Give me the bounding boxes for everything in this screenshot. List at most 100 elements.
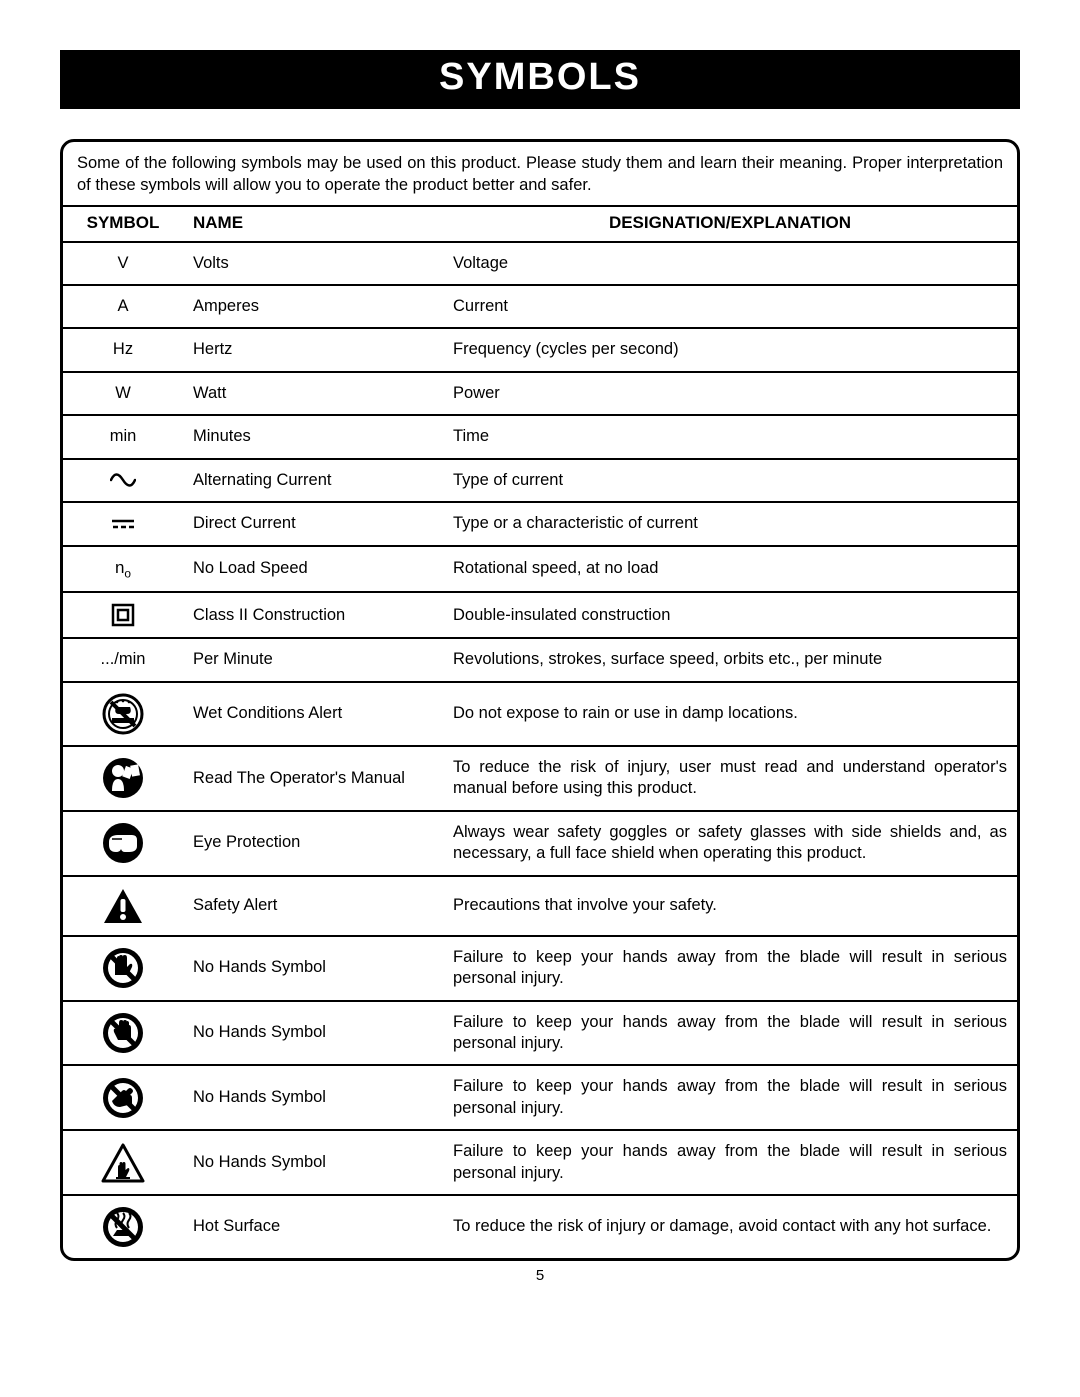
symbol-cell: [63, 682, 183, 746]
read-manual-icon: [102, 769, 144, 787]
symbol-cell: min: [63, 415, 183, 458]
table-row: Hz HertzFrequency (cycles per second): [63, 328, 1017, 371]
table-row: Hot SurfaceTo reduce the risk of injury …: [63, 1195, 1017, 1258]
name-cell: Watt: [183, 372, 443, 415]
explanation-cell: Failure to keep your hands away from the…: [443, 1065, 1017, 1130]
name-cell: Volts: [183, 242, 443, 285]
table-row: no No Load SpeedRotational speed, at no …: [63, 546, 1017, 593]
explanation-cell: To reduce the risk of injury, user must …: [443, 746, 1017, 811]
explanation-cell: Revolutions, strokes, surface speed, orb…: [443, 638, 1017, 681]
table-row: Read The Operator's ManualTo reduce the …: [63, 746, 1017, 811]
intro-text: Some of the following symbols may be use…: [63, 142, 1017, 205]
explanation-cell: Type of current: [443, 459, 1017, 502]
symbol-cell: [63, 592, 183, 638]
table-row: V VoltsVoltage: [63, 242, 1017, 285]
table-row: Safety AlertPrecautions that involve you…: [63, 876, 1017, 936]
symbols-table: SYMBOL NAME DESIGNATION/EXPLANATION V Vol…: [63, 205, 1017, 1259]
page-title: SYMBOLS: [60, 50, 1020, 109]
explanation-cell: Current: [443, 285, 1017, 328]
table-row: Alternating CurrentType of current: [63, 459, 1017, 502]
wet-alert-icon: [102, 704, 144, 722]
symbol-text: Hz: [113, 340, 133, 358]
table-row: A AmperesCurrent: [63, 285, 1017, 328]
name-cell: Hot Surface: [183, 1195, 443, 1258]
explanation-cell: Precautions that involve your safety.: [443, 876, 1017, 936]
name-cell: Class II Construction: [183, 592, 443, 638]
name-cell: Direct Current: [183, 502, 443, 545]
explanation-cell: Failure to keep your hands away from the…: [443, 936, 1017, 1001]
symbol-cell: V: [63, 242, 183, 285]
explanation-cell: Voltage: [443, 242, 1017, 285]
name-cell: Amperes: [183, 285, 443, 328]
symbol-cell: no: [63, 546, 183, 593]
explanation-cell: Time: [443, 415, 1017, 458]
explanation-cell: To reduce the risk of injury or damage, …: [443, 1195, 1017, 1258]
table-row: .../min Per MinuteRevolutions, strokes, s…: [63, 638, 1017, 681]
symbol-cell: [63, 1130, 183, 1195]
symbol-cell: [63, 936, 183, 1001]
no-hands-triangle-icon: [101, 1153, 145, 1171]
name-cell: Eye Protection: [183, 811, 443, 876]
dc-icon: [110, 514, 136, 532]
explanation-cell: Rotational speed, at no load: [443, 546, 1017, 593]
no-hands-icon-a: [102, 958, 144, 976]
name-cell: Minutes: [183, 415, 443, 458]
name-cell: No Hands Symbol: [183, 936, 443, 1001]
hot-surface-icon: [102, 1218, 144, 1236]
table-row: Wet Conditions AlertDo not expose to rai…: [63, 682, 1017, 746]
name-cell: No Hands Symbol: [183, 1065, 443, 1130]
safety-alert-icon: [102, 896, 144, 914]
symbol-cell: [63, 1001, 183, 1066]
explanation-cell: Double-insulated construction: [443, 592, 1017, 638]
explanation-cell: Frequency (cycles per second): [443, 328, 1017, 371]
no-load-icon: no: [115, 559, 131, 577]
table-row: No Hands SymbolFailure to keep your hand…: [63, 1001, 1017, 1066]
table-row: min MinutesTime: [63, 415, 1017, 458]
explanation-cell: Power: [443, 372, 1017, 415]
symbol-cell: .../min: [63, 638, 183, 681]
explanation-cell: Failure to keep your hands away from the…: [443, 1130, 1017, 1195]
symbol-cell: [63, 811, 183, 876]
col-header-symbol: SYMBOL: [63, 206, 183, 242]
explanation-cell: Failure to keep your hands away from the…: [443, 1001, 1017, 1066]
explanation-cell: Always wear safety goggles or safety gla…: [443, 811, 1017, 876]
symbol-cell: [63, 1195, 183, 1258]
explanation-cell: Type or a characteristic of current: [443, 502, 1017, 545]
symbol-text: A: [117, 297, 128, 315]
symbol-cell: A: [63, 285, 183, 328]
name-cell: Safety Alert: [183, 876, 443, 936]
table-row: W WattPower: [63, 372, 1017, 415]
symbol-cell: W: [63, 372, 183, 415]
table-row: Direct CurrentType or a characteristic o…: [63, 502, 1017, 545]
symbol-cell: [63, 746, 183, 811]
symbol-cell: [63, 876, 183, 936]
name-cell: Hertz: [183, 328, 443, 371]
table-row: No Hands SymbolFailure to keep your hand…: [63, 936, 1017, 1001]
table-row: No Hands SymbolFailure to keep your hand…: [63, 1065, 1017, 1130]
symbol-text: min: [110, 427, 137, 445]
name-cell: Per Minute: [183, 638, 443, 681]
name-cell: No Hands Symbol: [183, 1130, 443, 1195]
explanation-cell: Do not expose to rain or use in damp loc…: [443, 682, 1017, 746]
symbol-cell: [63, 1065, 183, 1130]
symbol-text: W: [115, 384, 131, 402]
class2-icon: [111, 606, 135, 624]
no-hands-icon-b: [102, 1023, 144, 1041]
name-cell: Read The Operator's Manual: [183, 746, 443, 811]
name-cell: Alternating Current: [183, 459, 443, 502]
col-header-explanation: DESIGNATION/EXPLANATION: [443, 206, 1017, 242]
col-header-name: NAME: [183, 206, 443, 242]
symbol-text: .../min: [101, 650, 146, 668]
page-number: 5: [60, 1267, 1020, 1284]
no-hands-icon-c: [102, 1088, 144, 1106]
name-cell: No Load Speed: [183, 546, 443, 593]
symbol-cell: [63, 459, 183, 502]
symbols-panel: Some of the following symbols may be use…: [60, 139, 1020, 1261]
ac-icon: [110, 471, 136, 489]
symbol-text: V: [117, 254, 128, 272]
name-cell: No Hands Symbol: [183, 1001, 443, 1066]
name-cell: Wet Conditions Alert: [183, 682, 443, 746]
symbol-cell: [63, 502, 183, 545]
eye-protection-icon: [102, 834, 144, 852]
symbol-cell: Hz: [63, 328, 183, 371]
